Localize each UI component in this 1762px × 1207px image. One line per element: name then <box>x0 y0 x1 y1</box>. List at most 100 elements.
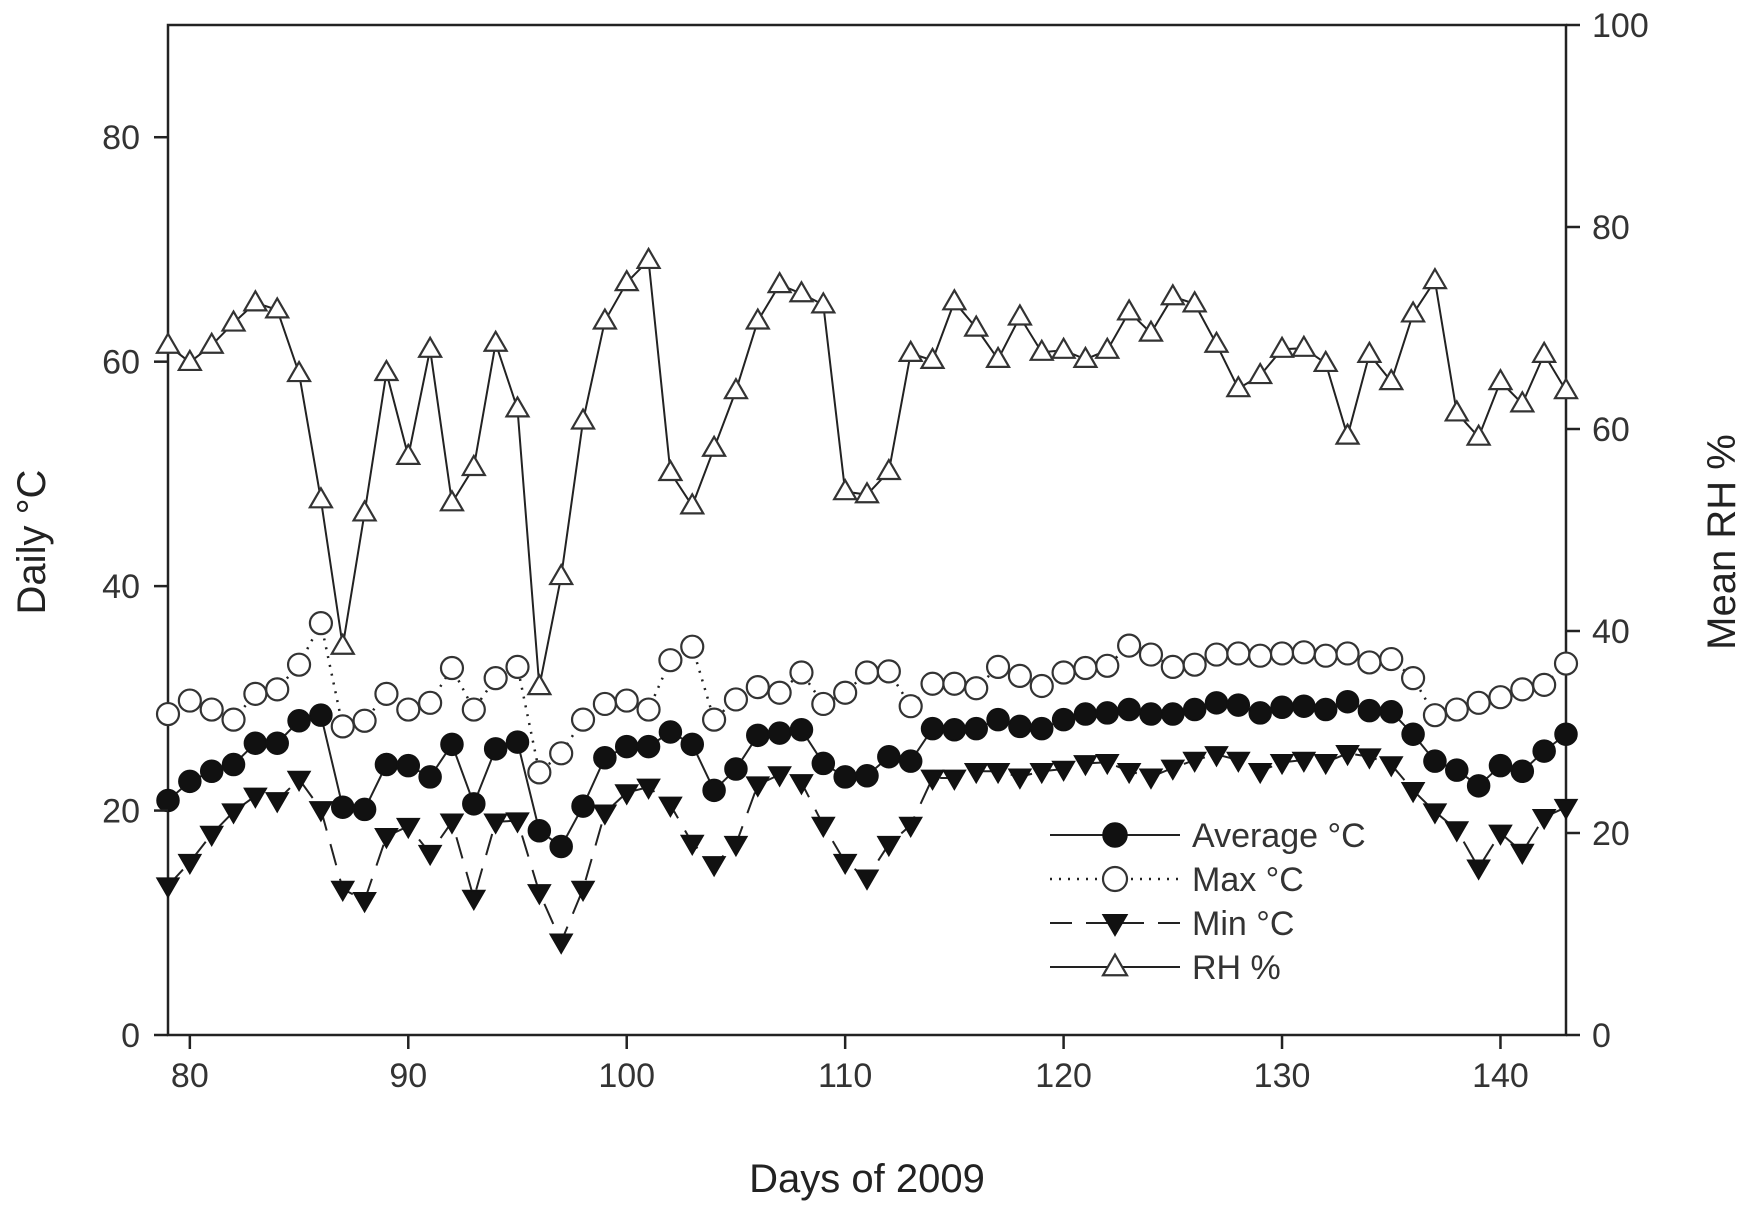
data-point <box>614 734 639 759</box>
data-point <box>395 817 421 840</box>
data-point <box>1073 702 1098 726</box>
data-point <box>1030 716 1054 741</box>
data-point <box>1116 298 1143 321</box>
data-point <box>177 688 202 713</box>
data-point <box>636 734 661 759</box>
data-point <box>418 690 443 715</box>
data-point <box>1487 367 1514 391</box>
data-point <box>789 774 814 796</box>
plot-area-frame <box>166 23 1568 1037</box>
data-point <box>593 746 617 770</box>
data-point <box>898 694 923 719</box>
data-point <box>548 562 575 586</box>
data-point <box>789 718 814 742</box>
data-point <box>592 691 617 717</box>
data-point <box>1007 768 1033 790</box>
data-point <box>221 707 246 732</box>
data-point <box>897 339 924 362</box>
data-point <box>1356 340 1383 363</box>
data-point <box>1510 677 1535 702</box>
legend-label: Average °C <box>1192 817 1366 855</box>
data-point <box>221 803 246 825</box>
data-point <box>986 707 1010 732</box>
data-point <box>702 778 726 803</box>
data-point <box>941 288 968 311</box>
data-point <box>985 654 1011 680</box>
data-point <box>920 769 945 791</box>
data-point <box>418 765 442 789</box>
data-point <box>483 666 508 691</box>
data-point <box>308 801 334 823</box>
data-point <box>460 453 487 477</box>
data-point <box>1379 646 1404 672</box>
data-point <box>461 889 487 911</box>
left-y-tick-label: 80 <box>102 119 140 157</box>
data-point <box>1139 702 1163 726</box>
data-point <box>1182 652 1207 677</box>
data-point <box>329 632 356 655</box>
data-point <box>1334 422 1361 445</box>
data-point <box>811 691 836 717</box>
data-point <box>1313 643 1338 668</box>
data-point <box>417 844 443 867</box>
data-point <box>680 634 705 659</box>
x-tick-label: 140 <box>1472 1057 1529 1095</box>
data-point <box>658 648 683 673</box>
data-point <box>658 796 683 818</box>
right-y-tick-label: 80 <box>1592 209 1630 247</box>
data-point <box>505 654 530 680</box>
data-point <box>439 489 465 512</box>
data-point <box>286 652 312 677</box>
data-point <box>440 732 464 757</box>
data-point <box>1531 808 1557 831</box>
data-point <box>264 296 291 319</box>
data-point <box>482 329 509 352</box>
series-min-c <box>155 744 1579 955</box>
right-y-tick-label: 20 <box>1592 815 1630 853</box>
data-point <box>1466 774 1491 798</box>
data-point <box>592 804 618 826</box>
data-point <box>1510 759 1535 784</box>
data-point <box>1050 336 1077 359</box>
data-point <box>855 764 879 788</box>
left-y-tick-label: 40 <box>102 568 140 606</box>
data-point <box>1335 689 1360 714</box>
data-point <box>374 752 399 777</box>
data-point <box>439 655 465 681</box>
data-point <box>898 816 923 839</box>
data-point <box>789 660 814 685</box>
data-point <box>1051 707 1076 732</box>
data-point <box>199 697 224 722</box>
data-point <box>527 884 552 906</box>
data-point <box>1160 654 1185 680</box>
data-point <box>1161 702 1185 726</box>
data-point <box>636 697 661 722</box>
data-point <box>1116 762 1142 785</box>
data-point <box>1357 748 1382 770</box>
data-point <box>767 680 792 705</box>
data-point <box>833 680 858 705</box>
x-tick-label: 110 <box>818 1057 872 1095</box>
data-point <box>483 737 508 761</box>
data-point <box>570 707 596 732</box>
data-point <box>1400 782 1426 804</box>
data-point <box>1400 300 1427 323</box>
legend-label: RH % <box>1192 949 1281 987</box>
data-point <box>1051 660 1076 685</box>
data-point <box>746 723 770 748</box>
data-point <box>1313 697 1338 722</box>
data-point <box>854 869 880 891</box>
data-point <box>1051 760 1076 782</box>
legend-marker <box>1101 913 1129 937</box>
legend-marker <box>1101 865 1129 893</box>
data-point <box>1509 390 1536 413</box>
data-point <box>505 730 530 754</box>
data-point <box>723 835 749 858</box>
data-point <box>1488 824 1513 846</box>
data-point <box>1204 642 1229 667</box>
data-point <box>1335 641 1360 666</box>
data-point <box>1312 349 1339 373</box>
data-point <box>351 499 378 522</box>
data-point <box>658 720 683 744</box>
data-point <box>1357 698 1382 723</box>
